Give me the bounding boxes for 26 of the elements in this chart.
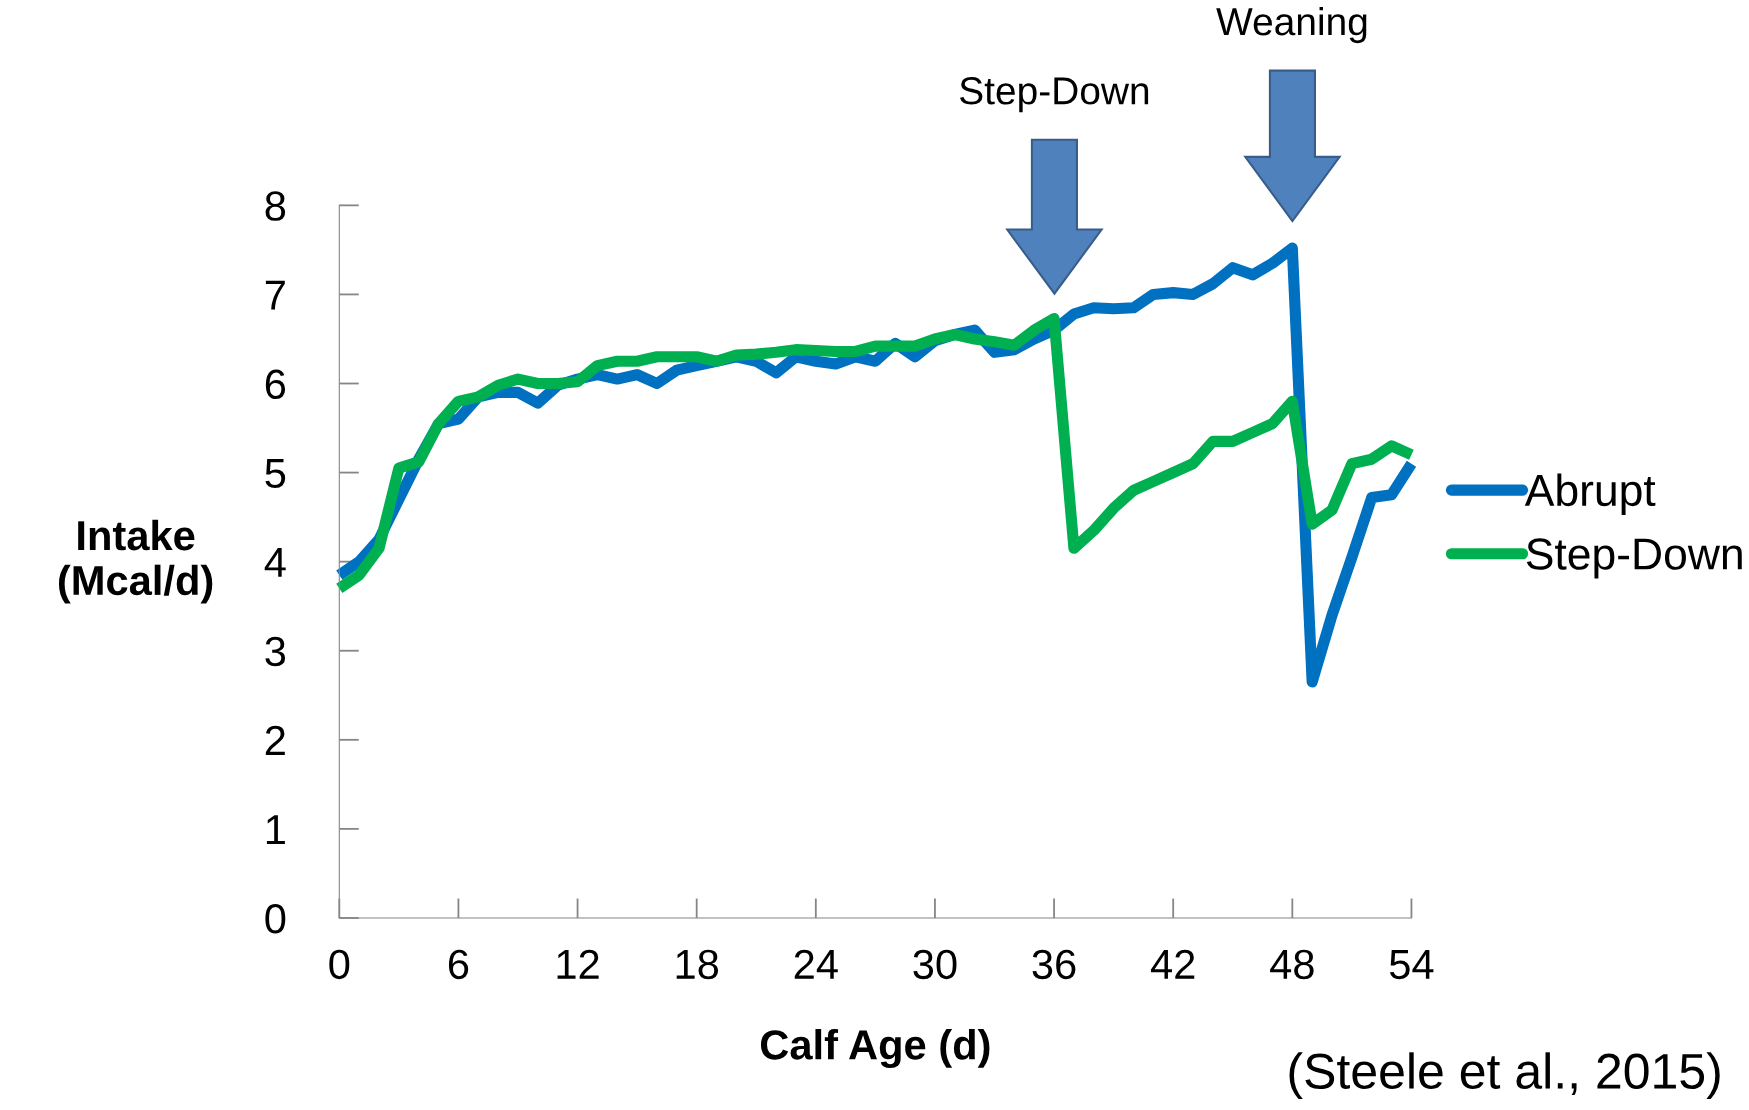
y-tick-label: 0 bbox=[265, 903, 286, 934]
y-tick-label: 7 bbox=[265, 280, 285, 310]
x-tick-label: 0 bbox=[329, 949, 350, 980]
y-axis-title: Intake (Mcal/d) bbox=[58, 519, 213, 604]
y-tick-label: 6 bbox=[265, 369, 286, 400]
legend-label: Step-Down bbox=[1526, 538, 1742, 579]
y-tick-label: 3 bbox=[265, 636, 286, 667]
y-tick-label: 2 bbox=[265, 725, 285, 755]
x-tick-label: 12 bbox=[557, 949, 599, 979]
x-tick-label: 36 bbox=[1032, 949, 1076, 980]
y-tick-label: 5 bbox=[265, 459, 286, 489]
text: Step-Down bbox=[960, 77, 1149, 113]
x-tick-label: 24 bbox=[794, 949, 838, 979]
x-tick-label: 48 bbox=[1270, 949, 1314, 980]
y-tick-label: 8 bbox=[265, 191, 286, 221]
x-tick-label: 18 bbox=[676, 949, 719, 980]
text: (Steele et al., 2015) bbox=[1289, 1052, 1720, 1099]
text: Weaning bbox=[1216, 6, 1367, 44]
x-tick-label: 6 bbox=[448, 949, 469, 980]
x-axis-title: Calf Age (d) bbox=[760, 1029, 990, 1069]
x-tick-label: 30 bbox=[913, 949, 957, 980]
legend-label: Abrupt bbox=[1524, 473, 1656, 515]
y-tick-label: 1 bbox=[266, 815, 285, 844]
x-tick-label: 42 bbox=[1150, 949, 1195, 979]
x-tick-label: 54 bbox=[1389, 950, 1434, 980]
y-tick-label: 4 bbox=[264, 548, 286, 577]
